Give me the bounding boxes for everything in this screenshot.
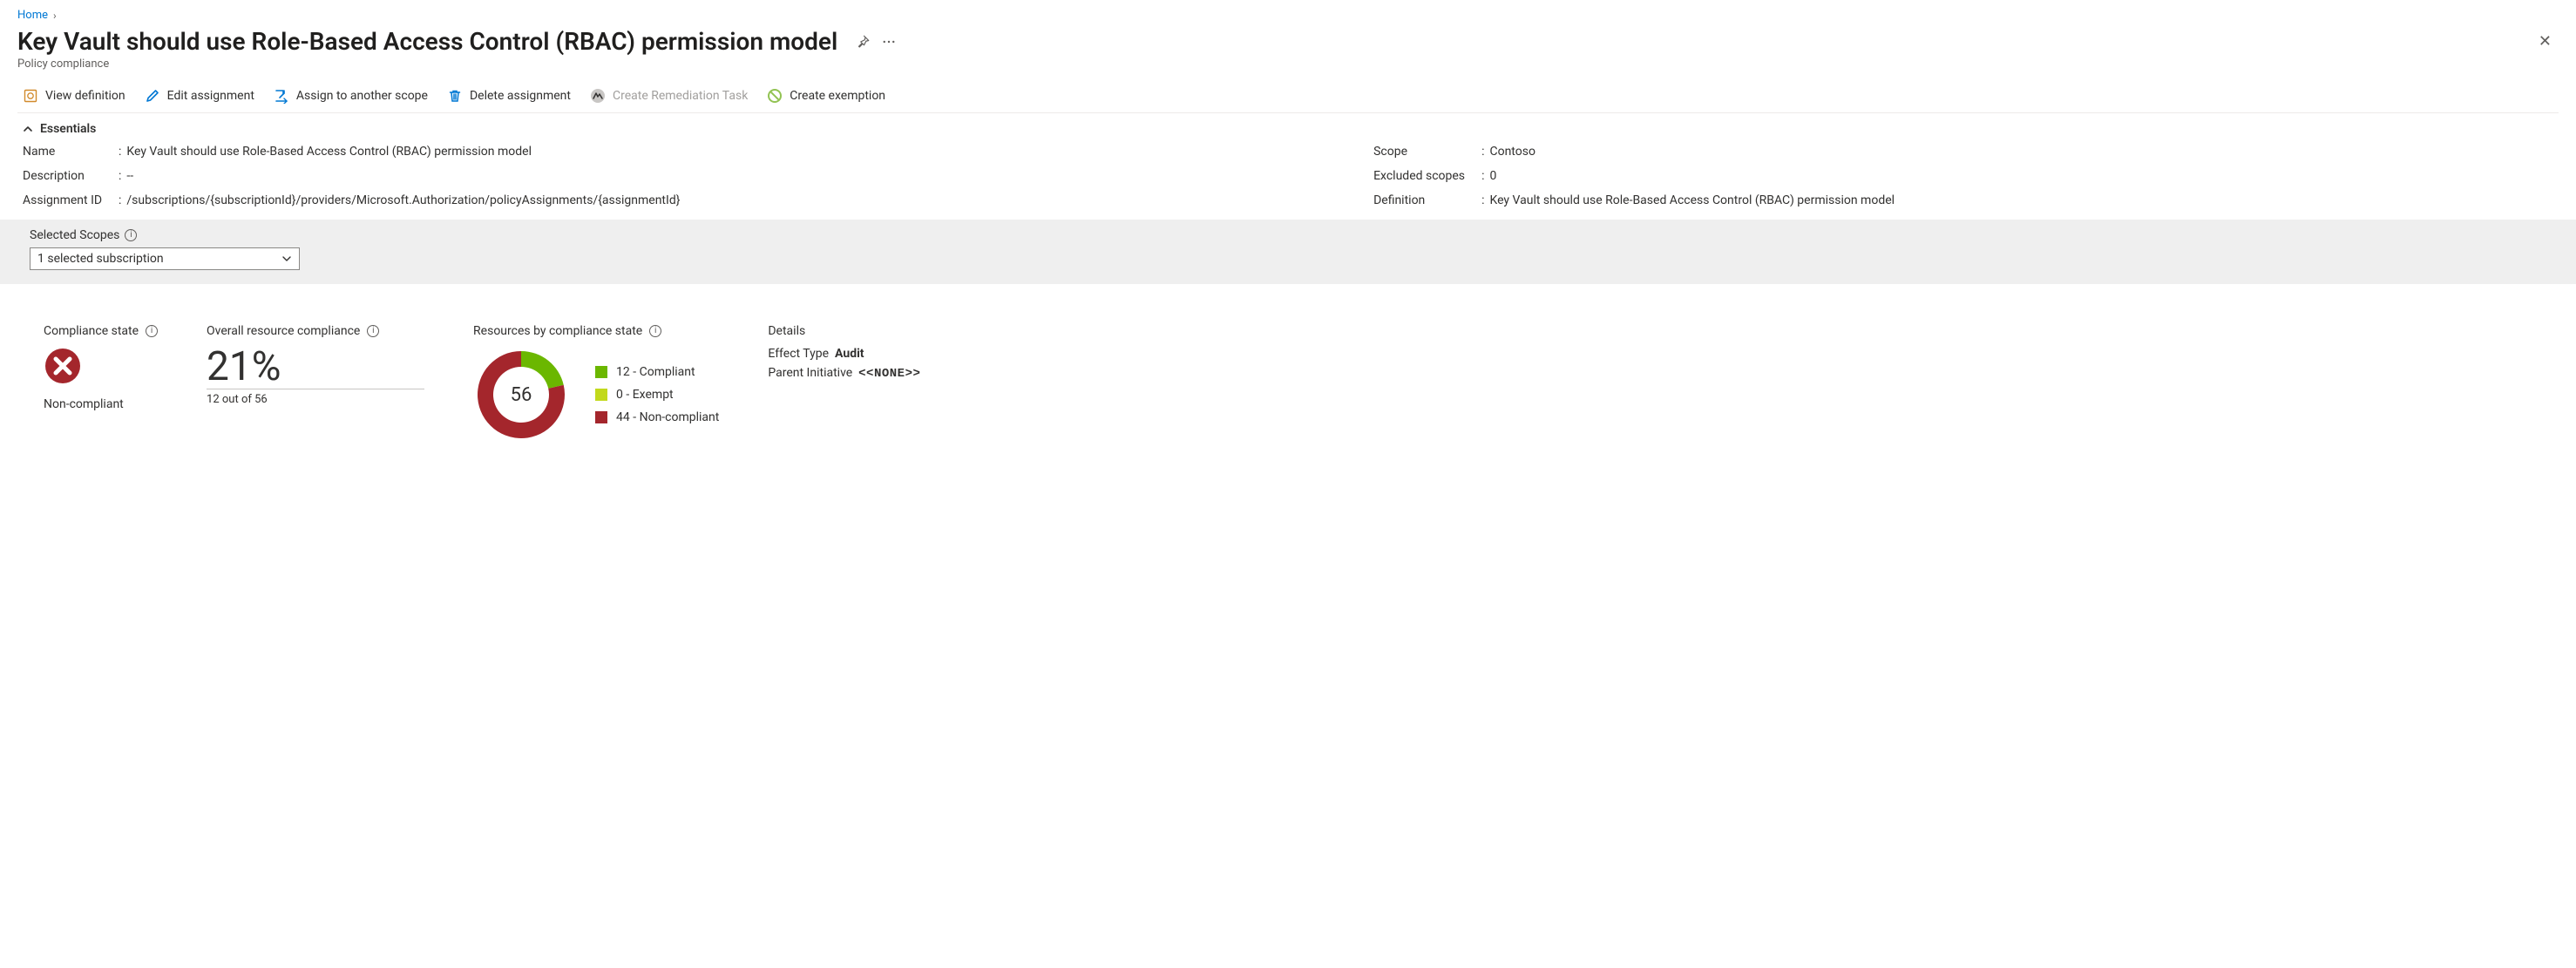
page-title: Key Vault should use Role-Based Access C… bbox=[17, 27, 837, 56]
edit-assignment-label: Edit assignment bbox=[167, 89, 254, 103]
legend-swatch bbox=[595, 366, 607, 378]
view-definition-label: View definition bbox=[45, 89, 125, 103]
essentials-definition-value: Key Vault should use Role-Based Access C… bbox=[1489, 193, 1895, 207]
essentials-scope: Scope : Contoso bbox=[1373, 145, 2553, 159]
donut-center-value: 56 bbox=[473, 347, 569, 443]
tiles-row: Compliance state i Non-compliant Overall… bbox=[17, 284, 2559, 443]
assign-another-scope-label: Assign to another scope bbox=[296, 89, 428, 103]
create-exemption-button[interactable]: Create exemption bbox=[767, 88, 885, 104]
overall-compliance-sub: 12 out of 56 bbox=[207, 393, 424, 406]
more-icon[interactable] bbox=[881, 34, 897, 50]
page-subtitle: Policy compliance bbox=[17, 58, 2559, 71]
selected-scopes-dropdown[interactable]: 1 selected subscription bbox=[30, 247, 300, 270]
resources-by-state-tile: Resources by compliance state i 56 12 - … bbox=[473, 324, 719, 443]
noncompliant-icon bbox=[44, 347, 82, 385]
trash-icon bbox=[447, 88, 463, 104]
parent-initiative-value: <<NONE>> bbox=[858, 367, 920, 381]
pencil-icon bbox=[145, 88, 160, 104]
essentials-assignment-id-value: /subscriptions/{subscriptionId}/provider… bbox=[126, 193, 680, 207]
legend-swatch bbox=[595, 411, 607, 423]
compliance-state-title: Compliance state bbox=[44, 324, 139, 338]
overall-compliance-percent: 21% bbox=[207, 347, 424, 387]
essentials-toggle[interactable]: Essentials bbox=[17, 113, 2559, 143]
essentials-definition: Definition : Key Vault should use Role-B… bbox=[1373, 193, 2553, 207]
legend-item: 44 - Non-compliant bbox=[595, 410, 719, 424]
assign-another-scope-button[interactable]: Assign to another scope bbox=[274, 88, 428, 104]
essentials-description-label: Description bbox=[23, 169, 113, 183]
essentials-grid: Name : Key Vault should use Role-Based A… bbox=[17, 143, 2559, 220]
compliance-state-tile: Compliance state i Non-compliant bbox=[44, 324, 158, 411]
title-row: Key Vault should use Role-Based Access C… bbox=[17, 27, 2559, 56]
info-icon[interactable]: i bbox=[146, 325, 158, 337]
remediation-icon bbox=[590, 88, 606, 104]
legend-label: 0 - Exempt bbox=[616, 388, 674, 402]
parent-initiative-label: Parent Initiative bbox=[768, 366, 852, 380]
info-icon[interactable]: i bbox=[649, 325, 661, 337]
title-actions bbox=[855, 34, 897, 50]
policy-definition-icon bbox=[23, 88, 38, 104]
chevron-right-icon: › bbox=[53, 10, 57, 22]
create-remediation-button: Create Remediation Task bbox=[590, 88, 748, 104]
legend-item: 12 - Compliant bbox=[595, 365, 719, 379]
essentials-excluded-scopes: Excluded scopes : 0 bbox=[1373, 169, 2553, 183]
essentials-assignment-id-label: Assignment ID bbox=[23, 193, 113, 207]
overall-compliance-tile: Overall resource compliance i 21% 12 out… bbox=[207, 324, 424, 406]
essentials-scope-value: Contoso bbox=[1489, 145, 1535, 159]
resources-by-state-title: Resources by compliance state bbox=[473, 324, 642, 338]
essentials-name: Name : Key Vault should use Role-Based A… bbox=[23, 145, 1339, 159]
essentials-description-value: -- bbox=[126, 169, 133, 183]
edit-assignment-button[interactable]: Edit assignment bbox=[145, 88, 254, 104]
legend-label: 12 - Compliant bbox=[616, 365, 695, 379]
create-exemption-label: Create exemption bbox=[790, 89, 885, 103]
essentials-header-label: Essentials bbox=[40, 122, 96, 136]
essentials-excluded-label: Excluded scopes bbox=[1373, 169, 1476, 183]
delete-assignment-label: Delete assignment bbox=[470, 89, 571, 103]
selected-scopes-label-row: Selected Scopes i bbox=[30, 228, 2546, 242]
delete-assignment-button[interactable]: Delete assignment bbox=[447, 88, 571, 104]
details-tile: Details Effect Type Audit Parent Initiat… bbox=[768, 324, 920, 386]
essentials-excluded-value: 0 bbox=[1489, 169, 1496, 183]
breadcrumb: Home › bbox=[17, 9, 2559, 22]
selected-scopes-bar: Selected Scopes i 1 selected subscriptio… bbox=[0, 220, 2576, 284]
essentials-scope-label: Scope bbox=[1373, 145, 1476, 159]
exemption-icon bbox=[767, 88, 783, 104]
info-icon[interactable]: i bbox=[367, 325, 379, 337]
essentials-description: Description : -- bbox=[23, 169, 1339, 183]
donut-chart: 56 bbox=[473, 347, 569, 443]
essentials-definition-label: Definition bbox=[1373, 193, 1476, 207]
details-title: Details bbox=[768, 324, 805, 338]
essentials-name-value: Key Vault should use Role-Based Access C… bbox=[126, 145, 532, 159]
close-icon[interactable]: ✕ bbox=[2532, 29, 2559, 54]
effect-type-value: Audit bbox=[835, 347, 864, 361]
overall-compliance-title: Overall resource compliance bbox=[207, 324, 360, 338]
compliance-state-value: Non-compliant bbox=[44, 397, 158, 411]
selected-scopes-value: 1 selected subscription bbox=[37, 252, 164, 266]
legend-item: 0 - Exempt bbox=[595, 388, 719, 402]
legend-swatch bbox=[595, 389, 607, 401]
essentials-assignment-id: Assignment ID : /subscriptions/{subscrip… bbox=[23, 193, 1339, 207]
legend-label: 44 - Non-compliant bbox=[616, 410, 719, 424]
pin-icon[interactable] bbox=[855, 34, 871, 50]
info-icon[interactable]: i bbox=[125, 229, 137, 241]
effect-type-label: Effect Type bbox=[768, 347, 829, 361]
chevron-up-icon bbox=[23, 124, 33, 134]
breadcrumb-home-link[interactable]: Home bbox=[17, 9, 48, 22]
donut-legend: 12 - Compliant 0 - Exempt 44 - Non-complia… bbox=[595, 365, 719, 424]
essentials-name-label: Name bbox=[23, 145, 113, 159]
assign-scope-icon bbox=[274, 88, 289, 104]
selected-scopes-label: Selected Scopes bbox=[30, 228, 119, 242]
create-remediation-label: Create Remediation Task bbox=[613, 89, 748, 103]
command-bar: View definition Edit assignment Assign t… bbox=[17, 83, 2559, 113]
view-definition-button[interactable]: View definition bbox=[23, 88, 125, 104]
chevron-down-icon bbox=[281, 254, 292, 264]
